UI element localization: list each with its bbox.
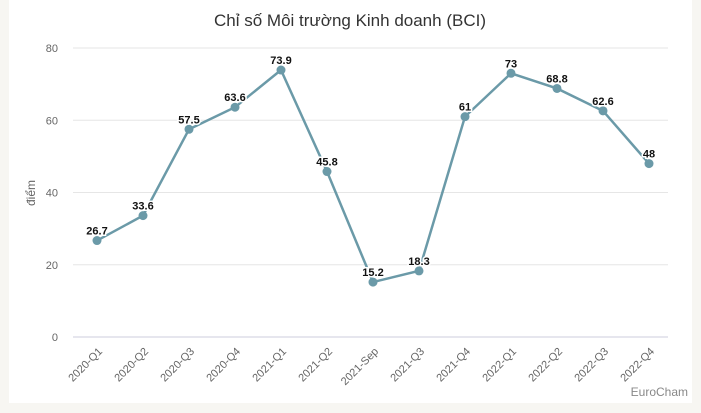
data-point[interactable] [506, 68, 516, 78]
data-label: 73 [505, 58, 517, 70]
data-point[interactable] [138, 211, 148, 221]
x-tick-label: 2021-Q3 [388, 346, 427, 385]
y-axis-label: điểm [24, 180, 38, 206]
y-tick-label: 0 [52, 332, 58, 344]
y-tick-label: 60 [46, 115, 58, 127]
data-label: 18.3 [408, 256, 429, 268]
data-point[interactable] [460, 112, 470, 122]
data-label: 73.9 [270, 55, 291, 67]
data-label: 57.5 [178, 114, 199, 126]
x-tick-label: 2020-Q4 [204, 346, 243, 385]
data-point[interactable] [184, 124, 194, 134]
data-label: 45.8 [316, 157, 337, 169]
chart-title: Chỉ số Môi trường Kinh doanh (BCI) [214, 11, 486, 30]
data-point[interactable] [230, 102, 240, 112]
data-point[interactable] [368, 277, 378, 287]
data-point[interactable] [644, 159, 654, 169]
data-label: 48 [643, 149, 655, 161]
data-point[interactable] [322, 167, 332, 177]
data-label: 26.7 [86, 226, 107, 238]
y-tick-label: 20 [46, 260, 58, 272]
credit-label: EuroCham [631, 385, 688, 399]
data-point[interactable] [92, 236, 102, 246]
data-label: 68.8 [546, 73, 567, 85]
x-tick-label: 2020-Q2 [112, 346, 151, 385]
x-tick-label: 2021-Q4 [434, 346, 473, 385]
x-tick-label: 2021-Q1 [250, 346, 289, 385]
chart-panel [9, 0, 692, 403]
x-tick-label: 2020-Q1 [66, 346, 105, 385]
x-tick-label: 2021-Sep [339, 346, 381, 388]
data-label: 15.2 [362, 267, 383, 279]
data-point[interactable] [552, 83, 562, 93]
x-tick-label: 2022-Q2 [526, 346, 565, 385]
data-label: 33.6 [132, 201, 153, 213]
y-tick-label: 40 [46, 188, 58, 200]
x-tick-label: 2021-Q2 [296, 346, 335, 385]
x-tick-label: 2022-Q1 [480, 346, 519, 385]
data-label: 61 [459, 102, 471, 114]
data-point[interactable] [276, 65, 286, 75]
data-point[interactable] [414, 266, 424, 276]
y-tick-label: 80 [46, 43, 58, 55]
data-label: 62.6 [592, 96, 613, 108]
series-line [96, 68, 650, 284]
data-label: 63.6 [224, 92, 245, 104]
x-tick-label: 2022-Q3 [572, 346, 611, 385]
x-tick-label: 2022-Q4 [618, 346, 657, 385]
x-tick-label: 2020-Q3 [158, 346, 197, 385]
data-point[interactable] [598, 106, 608, 116]
